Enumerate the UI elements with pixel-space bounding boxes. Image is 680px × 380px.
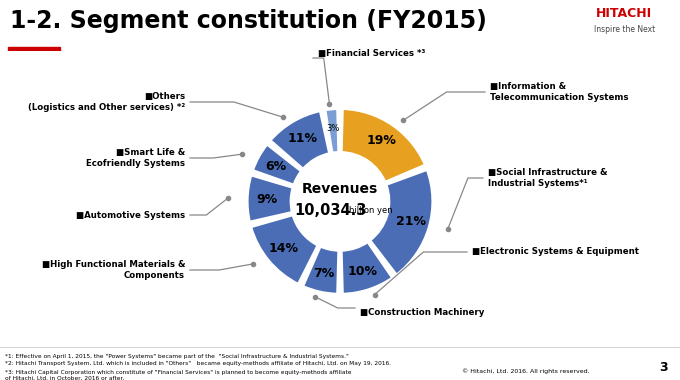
Text: ■Social Infrastructure &
Industrial Systems*¹: ■Social Infrastructure & Industrial Syst… <box>488 168 607 188</box>
Text: 9%: 9% <box>256 193 277 206</box>
Text: ■Smart Life &
Ecofriendly Systems: ■Smart Life & Ecofriendly Systems <box>86 148 185 168</box>
Text: 3%: 3% <box>326 124 340 133</box>
Text: Inspire the Next: Inspire the Next <box>594 25 656 34</box>
Wedge shape <box>303 246 339 294</box>
Wedge shape <box>370 169 432 275</box>
Text: ■High Functional Materials &
Components: ■High Functional Materials & Components <box>41 260 185 280</box>
Text: HITACHI: HITACHI <box>596 6 652 20</box>
Wedge shape <box>252 144 301 185</box>
Wedge shape <box>270 111 330 169</box>
Text: 10%: 10% <box>347 265 377 278</box>
Text: 3: 3 <box>660 361 668 374</box>
Text: ■Financial Services *³: ■Financial Services *³ <box>318 49 426 58</box>
Text: ■Information &
Telecommunication Systems: ■Information & Telecommunication Systems <box>490 82 628 102</box>
Text: *1: Effective on April 1, 2015, the "Power Systems" became part of the  "Social : *1: Effective on April 1, 2015, the "Pow… <box>5 354 351 359</box>
Text: billion yen: billion yen <box>349 206 393 215</box>
Wedge shape <box>248 175 293 222</box>
Text: 1-2. Segment constitution (FY2015): 1-2. Segment constitution (FY2015) <box>10 9 487 33</box>
Text: 7%: 7% <box>313 267 335 280</box>
Text: ■Construction Machinery: ■Construction Machinery <box>360 308 484 317</box>
Text: 11%: 11% <box>288 132 318 145</box>
Wedge shape <box>325 109 339 153</box>
Text: *2: Hitachi Transport System, Ltd. which is included in "Others"   became equity: *2: Hitachi Transport System, Ltd. which… <box>5 361 391 366</box>
Text: *3: Hitachi Capital Corporation which constitute of "Financial Services" is plan: *3: Hitachi Capital Corporation which co… <box>5 370 352 380</box>
Text: Revenues: Revenues <box>302 182 378 196</box>
Wedge shape <box>341 242 392 294</box>
Wedge shape <box>251 215 318 284</box>
Text: 21%: 21% <box>396 215 426 228</box>
Text: © Hitachi, Ltd. 2016. All rights reserved.: © Hitachi, Ltd. 2016. All rights reserve… <box>462 368 590 374</box>
Text: 6%: 6% <box>265 160 286 173</box>
Text: ■Others
(Logistics and Other services) *²: ■Others (Logistics and Other services) *… <box>28 92 185 112</box>
Text: 14%: 14% <box>269 242 299 255</box>
Text: ■Electronic Systems & Equipment: ■Electronic Systems & Equipment <box>472 247 639 256</box>
Text: 10,034.3: 10,034.3 <box>295 203 367 218</box>
Text: ■Automotive Systems: ■Automotive Systems <box>76 211 185 220</box>
Bar <box>8 47 60 51</box>
Wedge shape <box>341 109 426 182</box>
Text: 19%: 19% <box>367 134 396 147</box>
